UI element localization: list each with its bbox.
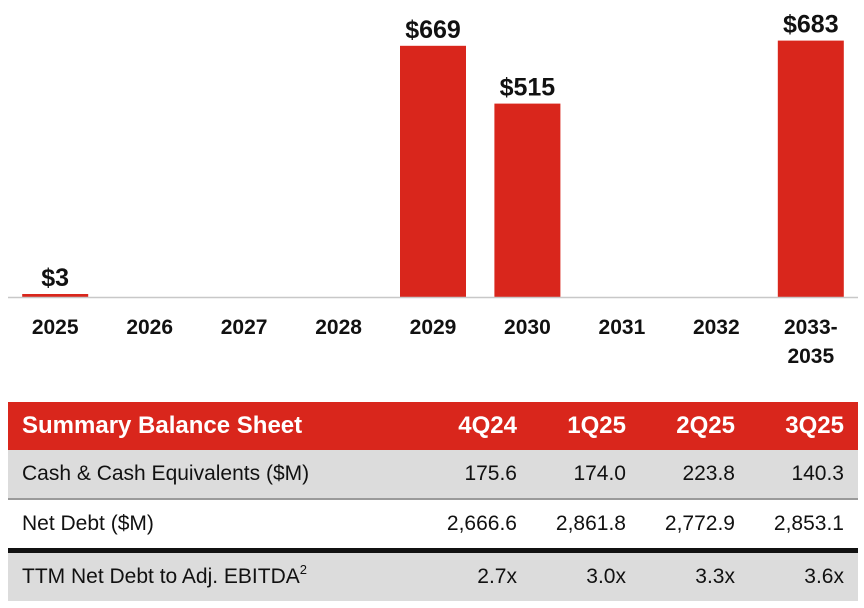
bar-2029 bbox=[400, 45, 466, 297]
x-tick-label-2027: 2027 bbox=[221, 316, 268, 339]
table-row-leverage: TTM Net Debt to Adj. EBITDA2 2.7x 3.0x 3… bbox=[8, 550, 858, 601]
x-tick-label-2030: 2030 bbox=[504, 316, 551, 339]
x-tick-label-2025: 2025 bbox=[32, 316, 79, 339]
row-label-leverage-text: TTM Net Debt to Adj. EBITDA bbox=[22, 565, 300, 588]
header-title: Summary Balance Sheet bbox=[8, 402, 422, 450]
cell-net-debt-1q25: 2,861.8 bbox=[531, 499, 640, 553]
row-label-leverage: TTM Net Debt to Adj. EBITDA2 bbox=[8, 550, 422, 601]
data-label-2030: $515 bbox=[500, 74, 556, 102]
debt-maturity-chart: $3$669$515$683 2025 2026 2027 2028 2029 2030 2… bbox=[8, 11, 858, 368]
data-label-2025: $3 bbox=[41, 264, 69, 292]
summary-balance-sheet-table: Summary Balance Sheet 4Q24 1Q25 2Q25 3Q2… bbox=[8, 402, 858, 601]
footnote-marker: 2 bbox=[299, 562, 307, 577]
cell-net-debt-2q25: 2,772.9 bbox=[640, 499, 749, 553]
cell-leverage-2q25: 3.3x bbox=[640, 550, 749, 601]
header-2q25: 2Q25 bbox=[640, 402, 749, 450]
cell-net-debt-3q25: 2,853.1 bbox=[749, 499, 858, 553]
bars-layer bbox=[22, 40, 844, 297]
x-tick-label-2026: 2026 bbox=[126, 316, 173, 339]
x-tick-label-2033-2035-line1: 2033- bbox=[784, 316, 838, 339]
x-tick-label-2032: 2032 bbox=[693, 316, 740, 339]
value-labels-layer: $3 $669 $515 $683 bbox=[41, 11, 838, 292]
table-row-cash: Cash & Cash Equivalents ($M) 175.6 174.0… bbox=[8, 450, 858, 500]
table-header-row: Summary Balance Sheet 4Q24 1Q25 2Q25 3Q2… bbox=[8, 402, 858, 450]
x-tick-label-2029: 2029 bbox=[410, 316, 457, 339]
row-label-cash: Cash & Cash Equivalents ($M) bbox=[8, 450, 422, 500]
header-1q25: 1Q25 bbox=[531, 402, 640, 450]
data-label-2029: $669 bbox=[405, 16, 461, 44]
x-tick-label-2031: 2031 bbox=[599, 316, 646, 339]
bar-2030 bbox=[494, 103, 561, 297]
bar-2033-2035 bbox=[777, 40, 844, 297]
bar-2025 bbox=[22, 294, 89, 297]
cell-cash-2q25: 223.8 bbox=[640, 450, 749, 500]
cell-net-debt-4q24: 2,666.6 bbox=[422, 499, 531, 553]
row-label-net-debt: Net Debt ($M) bbox=[8, 499, 422, 553]
x-tick-label-2033-2035-line2: 2035 bbox=[787, 345, 834, 368]
x-tick-labels-layer: 2025 2026 2027 2028 2029 2030 2031 2032 2033- 203… bbox=[32, 316, 838, 368]
cell-leverage-3q25: 3.6x bbox=[749, 550, 858, 601]
cell-leverage-4q24: 2.7x bbox=[422, 550, 531, 601]
cell-cash-3q25: 140.3 bbox=[749, 450, 858, 500]
table-row-net-debt: Net Debt ($M) 2,666.6 2,861.8 2,772.9 2,… bbox=[8, 499, 858, 553]
x-tick-label-2028: 2028 bbox=[315, 316, 362, 339]
data-label-2033-2035: $683 bbox=[783, 11, 839, 39]
cell-cash-4q24: 175.6 bbox=[422, 450, 531, 500]
header-3q25: 3Q25 bbox=[749, 402, 858, 450]
cell-cash-1q25: 174.0 bbox=[531, 450, 640, 500]
header-4q24: 4Q24 bbox=[422, 402, 531, 450]
cell-leverage-1q25: 3.0x bbox=[531, 550, 640, 601]
